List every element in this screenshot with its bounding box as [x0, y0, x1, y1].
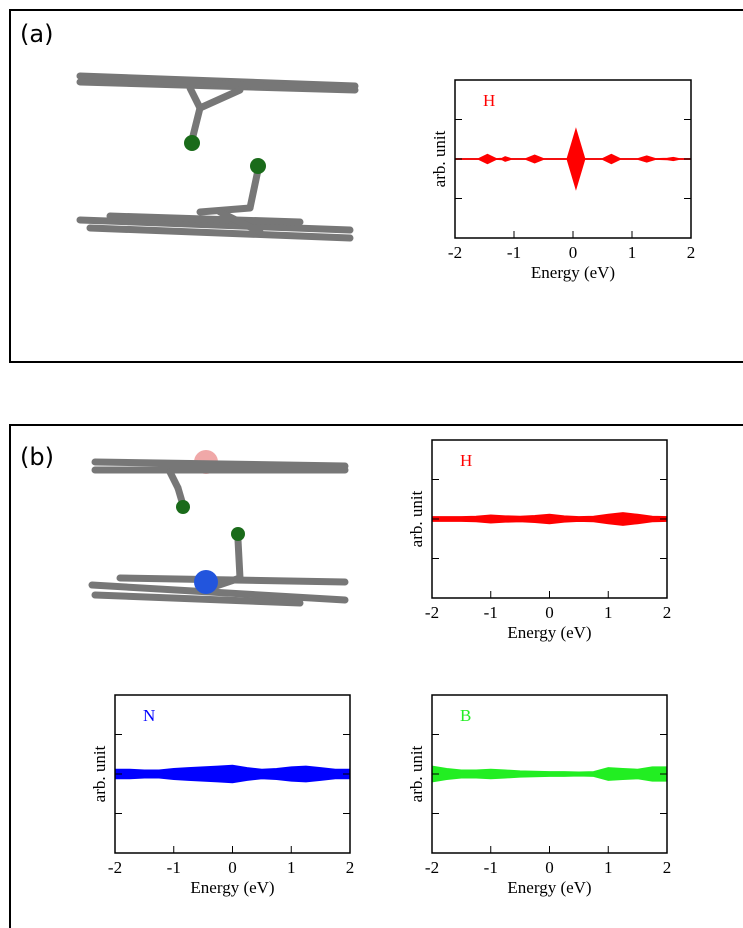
y-axis-label: arb. unit	[90, 745, 109, 802]
x-tick-label: 0	[569, 243, 578, 262]
dos-area	[431, 512, 668, 526]
series-label: H	[483, 91, 495, 110]
x-tick-label: 2	[663, 603, 672, 622]
x-tick-label: -1	[507, 243, 521, 262]
dos-area	[454, 127, 692, 191]
panel-frame	[9, 424, 743, 928]
x-axis-label: Energy (eV)	[507, 878, 591, 897]
panel-frame	[9, 9, 743, 363]
dos-area	[431, 765, 668, 783]
atom	[194, 570, 218, 594]
atom	[250, 158, 266, 174]
panel-label: (b)	[20, 443, 54, 471]
x-axis-label: Energy (eV)	[531, 263, 615, 282]
atom	[184, 135, 200, 151]
x-tick-label: -2	[108, 858, 122, 877]
x-tick-label: 0	[545, 858, 554, 877]
molecule	[76, 72, 359, 242]
atom	[176, 500, 190, 514]
x-tick-label: 2	[687, 243, 696, 262]
y-axis-label: arb. unit	[407, 745, 426, 802]
y-axis-label: arb. unit	[407, 490, 426, 547]
series-label: H	[460, 451, 472, 470]
x-tick-label: -2	[448, 243, 462, 262]
x-tick-label: 1	[604, 603, 613, 622]
x-tick-label: -1	[167, 858, 181, 877]
dos-area	[114, 764, 351, 784]
x-tick-label: 2	[663, 858, 672, 877]
x-tick-label: 2	[346, 858, 355, 877]
x-tick-label: -2	[425, 858, 439, 877]
x-tick-label: 1	[604, 858, 613, 877]
x-tick-label: -1	[484, 858, 498, 877]
molecule	[88, 458, 349, 607]
x-axis-label: Energy (eV)	[507, 623, 591, 642]
x-tick-label: -1	[484, 603, 498, 622]
x-tick-label: 0	[228, 858, 237, 877]
series-label: B	[460, 706, 471, 725]
series-label: N	[143, 706, 155, 725]
x-tick-label: 0	[545, 603, 554, 622]
x-axis-label: Energy (eV)	[190, 878, 274, 897]
x-tick-label: 1	[287, 858, 296, 877]
atom	[231, 527, 245, 541]
x-tick-label: 1	[628, 243, 637, 262]
panel-label: (a)	[20, 20, 53, 48]
x-tick-label: -2	[425, 603, 439, 622]
y-axis-label: arb. unit	[430, 130, 449, 187]
